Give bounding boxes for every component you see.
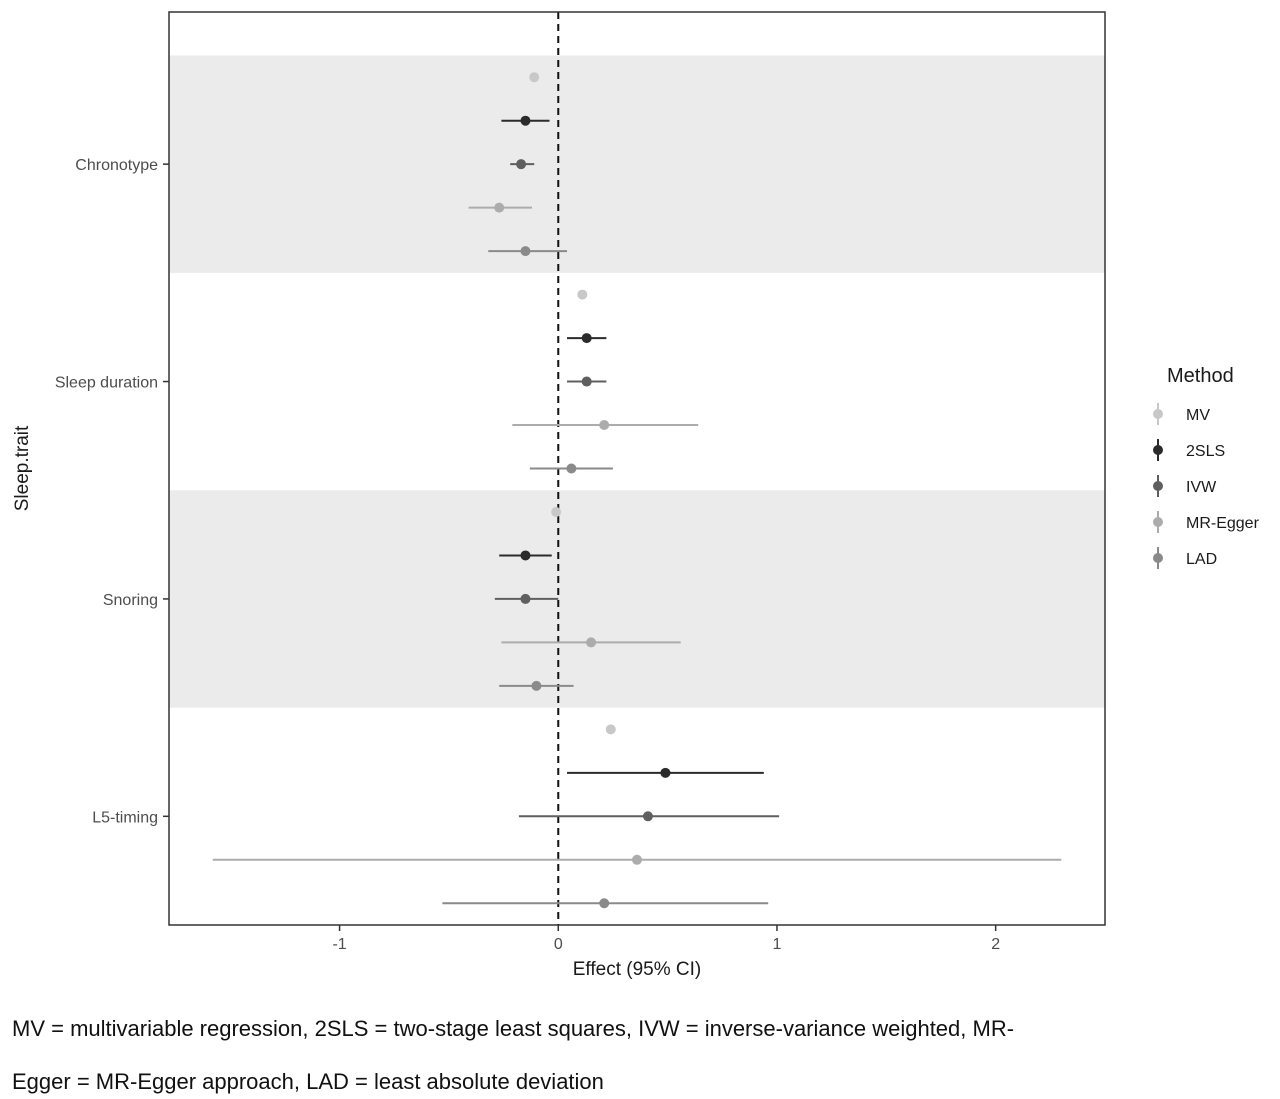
point-l5-timing-2sls	[660, 767, 671, 778]
panel-border	[168, 11, 1106, 926]
y-tick-label-sleep-duration: Sleep duration	[55, 375, 158, 392]
point-sleep-duration-lad	[566, 463, 577, 474]
point-l5-timing-mv	[605, 724, 616, 735]
point-sleep-duration-mv	[577, 289, 588, 300]
legend-key-point-lad	[1153, 553, 1163, 563]
point-l5-timing-ivw	[642, 811, 653, 822]
legend-key-point-mv	[1153, 409, 1163, 419]
point-chronotype-ivw	[516, 159, 527, 170]
legend-label-mr-egger: MR-Egger	[1186, 515, 1260, 532]
point-snoring-lad	[531, 680, 542, 691]
point-sleep-duration-2sls	[581, 333, 592, 344]
y-tick-label-chronotype: Chronotype	[75, 157, 158, 174]
x-tick-label-0: -1	[332, 936, 346, 953]
legend-key-point-ivw	[1153, 481, 1163, 491]
x-axis: -1 0 1 2	[332, 925, 1000, 953]
point-chronotype-2sls	[520, 115, 531, 126]
caption-line-2: Egger = MR-Egger approach, LAD = least a…	[12, 1069, 604, 1094]
legend-key-point-mr-egger	[1153, 517, 1163, 527]
legend-title: Method	[1167, 365, 1234, 387]
data-marks	[212, 72, 1062, 909]
legend-label-lad: LAD	[1186, 551, 1217, 568]
band-snoring	[169, 490, 1105, 708]
point-chronotype-mv	[529, 72, 540, 83]
point-chronotype-mr-egger	[494, 202, 505, 213]
category-bands	[169, 55, 1105, 708]
legend-label-mv: MV	[1186, 407, 1210, 424]
point-sleep-duration-mr-egger	[599, 420, 610, 431]
forest-plot: Chronotype Sleep duration Snoring L5-timing…	[12, 11, 1260, 980]
point-l5-timing-lad	[599, 898, 610, 909]
x-tick-label-2: 1	[773, 936, 782, 953]
legend-key-point-2sls	[1153, 445, 1163, 455]
caption-line-1: MV = multivariable regression, 2SLS = tw…	[12, 1016, 1015, 1041]
legend: Method MV 2SLS IVW MR-Egger LAD	[1153, 365, 1260, 569]
x-tick-label-3: 2	[991, 936, 1000, 953]
point-snoring-mr-egger	[586, 637, 597, 648]
point-snoring-mv	[551, 506, 562, 517]
point-sleep-duration-ivw	[581, 376, 592, 387]
legend-label-2sls: 2SLS	[1186, 443, 1225, 460]
y-axis: Chronotype Sleep duration Snoring L5-timing	[55, 157, 169, 826]
y-tick-label-snoring: Snoring	[103, 592, 158, 609]
x-tick-label-1: 0	[554, 936, 563, 953]
legend-label-ivw: IVW	[1186, 479, 1217, 496]
point-chronotype-lad	[520, 246, 531, 257]
point-l5-timing-mr-egger	[632, 854, 642, 865]
point-snoring-2sls	[520, 550, 531, 561]
y-tick-label-l5-timing: L5-timing	[92, 809, 158, 826]
band-chronotype	[169, 55, 1105, 273]
x-axis-title: Effect (95% CI)	[573, 959, 701, 980]
y-axis-title: Sleep.trait	[12, 425, 33, 511]
point-snoring-ivw	[520, 593, 531, 604]
